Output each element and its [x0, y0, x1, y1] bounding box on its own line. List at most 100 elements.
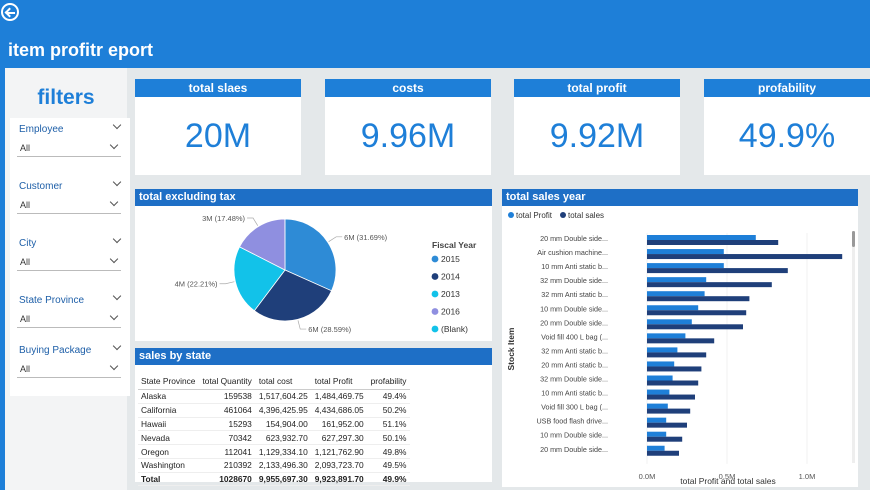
- y-tick-label: 20 mm Double side...: [540, 234, 608, 243]
- table-cell: 154,904.00: [255, 417, 312, 432]
- bar-profit[interactable]: [647, 277, 707, 283]
- pie-legend-item[interactable]: 2016: [441, 307, 460, 317]
- bar-sales[interactable]: [647, 422, 687, 428]
- bar-sales[interactable]: [647, 352, 707, 358]
- chevron-down-icon[interactable]: [112, 341, 122, 351]
- bar-profit[interactable]: [647, 361, 675, 367]
- y-tick-label: 20 mm Double side...: [540, 445, 608, 454]
- bar-profit[interactable]: [647, 375, 673, 381]
- bar-sales[interactable]: [647, 310, 747, 316]
- bar-profit[interactable]: [647, 291, 705, 297]
- bar-profit[interactable]: [647, 305, 699, 311]
- column-header[interactable]: profability: [367, 376, 411, 390]
- pie-leader-line: [297, 320, 307, 330]
- table-cell: 461064: [199, 403, 256, 418]
- kpi-card: profability 49.9%: [704, 79, 870, 175]
- slicer-dropdown[interactable]: All: [17, 360, 121, 378]
- total-cell: 1028670: [199, 471, 256, 487]
- table-row: Nevada 70342 623,932.70 627,297.30 50.1%: [138, 430, 411, 446]
- table-row: Alaska 159538 1,517,604.25 1,484,469.75 49.4…: [138, 389, 411, 404]
- slicer-value: All: [20, 364, 31, 374]
- bar-profit[interactable]: [647, 417, 667, 423]
- bar-sales[interactable]: [647, 296, 750, 302]
- pie-legend-item[interactable]: 2013: [441, 289, 460, 299]
- bar-sales[interactable]: [647, 450, 679, 456]
- slicer-dropdown[interactable]: All: [17, 196, 121, 214]
- bar-sales[interactable]: [647, 324, 743, 330]
- slicer-dropdown[interactable]: All: [17, 310, 121, 328]
- legend-swatch: [431, 325, 439, 333]
- bar-profit[interactable]: [647, 333, 686, 339]
- pie-slice-2014[interactable]: [253, 269, 333, 322]
- sales-by-state-table: State Province total Quantity total cost to…: [138, 376, 411, 487]
- bar-sales[interactable]: [647, 254, 843, 260]
- column-header[interactable]: total cost: [255, 376, 312, 390]
- bar-legend-item[interactable]: total sales: [568, 211, 604, 220]
- bar-profit[interactable]: [647, 403, 668, 409]
- bar-sales[interactable]: [647, 240, 779, 245]
- chevron-down-icon[interactable]: [109, 254, 119, 264]
- filters-sidebar: filters Employee All Customer All City All Sta…: [5, 68, 130, 490]
- legend-swatch: [508, 212, 514, 218]
- chevron-down-icon[interactable]: [112, 177, 122, 187]
- pie-legend-item[interactable]: (Blank): [441, 324, 468, 334]
- pie-slice-2013[interactable]: [233, 246, 286, 312]
- chevron-down-icon[interactable]: [109, 311, 119, 321]
- bar-sales[interactable]: [647, 268, 788, 274]
- bar-profit[interactable]: [647, 319, 692, 325]
- table-cell: 50.2%: [367, 403, 411, 418]
- chevron-down-icon[interactable]: [109, 361, 119, 371]
- scrollbar-thumb[interactable]: [852, 231, 855, 247]
- bar-profit[interactable]: [647, 263, 724, 269]
- x-tick-label: 0.0M: [639, 472, 656, 481]
- bar-profit[interactable]: [647, 347, 678, 353]
- y-tick-label: 32 mm Anti static b...: [541, 290, 608, 299]
- y-tick-label: Void fill 300 L bag (...: [541, 403, 608, 412]
- bar-profit[interactable]: [647, 431, 667, 437]
- chevron-down-icon[interactable]: [112, 291, 122, 301]
- total-cell: Total: [138, 471, 200, 487]
- bar-sales[interactable]: [647, 394, 695, 400]
- column-header[interactable]: total Profit: [311, 376, 368, 390]
- bar-chart-scrollbar[interactable]: [852, 231, 855, 463]
- chevron-down-icon[interactable]: [109, 140, 119, 150]
- column-header[interactable]: State Province: [138, 376, 200, 390]
- table-cell: California: [138, 403, 200, 418]
- pie-data-label: 3M (17.48%): [202, 214, 245, 223]
- chevron-down-icon[interactable]: [112, 120, 122, 130]
- bar-legend-item[interactable]: total Profit: [516, 211, 553, 220]
- slicer-dropdown[interactable]: All: [17, 253, 121, 271]
- pie-leader-line: [247, 217, 259, 226]
- bar-sales[interactable]: [647, 366, 702, 372]
- bar-profit[interactable]: [647, 445, 665, 451]
- column-header[interactable]: total Quantity: [199, 376, 256, 390]
- total-cell: 9,923,891.70: [311, 471, 368, 487]
- total-row: Total 1028670 9,955,697.30 9,923,891.70 49.9…: [138, 471, 411, 487]
- pie-slice-2015[interactable]: [284, 218, 337, 292]
- table-cell: 623,932.70: [255, 430, 312, 446]
- bar-profit[interactable]: [647, 249, 724, 255]
- chevron-down-icon[interactable]: [112, 234, 122, 244]
- back-arrow-icon[interactable]: [1, 3, 19, 21]
- pie-legend-item[interactable]: 2014: [441, 272, 460, 282]
- bar-sales[interactable]: [647, 282, 772, 288]
- bar-sales[interactable]: [647, 408, 691, 414]
- table-cell: 1,121,762.90: [311, 444, 368, 459]
- slicer-state-province: State Province All: [10, 289, 130, 346]
- table-cell: 2,133,496.30: [255, 458, 312, 473]
- table-cell: Washington: [138, 458, 200, 473]
- bar-sales[interactable]: [647, 436, 683, 442]
- chevron-down-icon[interactable]: [109, 197, 119, 207]
- table-cell: 159538: [199, 389, 256, 404]
- bar-sales[interactable]: [647, 380, 699, 386]
- slicer-dropdown[interactable]: All: [17, 139, 121, 157]
- pie-legend-item[interactable]: 2015: [441, 254, 460, 264]
- table-cell: 210392: [199, 458, 256, 473]
- pie-slice-2016[interactable]: [239, 218, 286, 271]
- bar-profit[interactable]: [647, 235, 756, 240]
- table-cell: Oregon: [138, 444, 200, 459]
- bar-profit[interactable]: [647, 389, 670, 395]
- kpi-label: costs: [325, 79, 491, 97]
- bar-sales[interactable]: [647, 338, 715, 344]
- total-cell: 9,955,697.30: [255, 471, 312, 487]
